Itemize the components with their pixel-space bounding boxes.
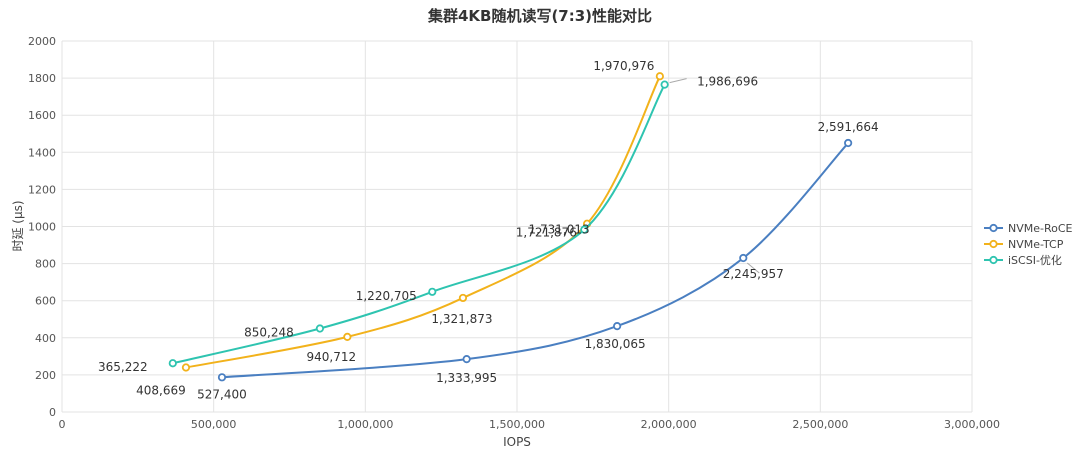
legend-marker	[989, 223, 998, 233]
y-tick-label: 1600	[28, 109, 56, 122]
x-tick-label: 3,000,000	[944, 418, 1000, 431]
grid: 0 200 400 600 800 1000 1200 1400 1600 1800 2000 0 50…	[28, 35, 1000, 431]
legend-marker	[989, 255, 998, 265]
y-tick-label: 0	[49, 406, 56, 419]
y-tick-label: 200	[35, 369, 56, 382]
y-tick-label: 600	[35, 295, 56, 308]
x-tick-label: 0	[59, 418, 66, 431]
data-label: 1,970,976	[593, 59, 654, 73]
data-label: 365,222	[98, 360, 148, 374]
chart-title: 集群4KB随机读写(7:3)性能对比	[427, 7, 652, 25]
data-point	[458, 293, 468, 303]
data-label: 1,721,876	[516, 226, 577, 240]
x-tick-label: 2,500,000	[792, 418, 848, 431]
data-label: 940,712	[307, 350, 357, 364]
y-tick-label: 1400	[28, 146, 56, 159]
y-tick-label: 2000	[28, 35, 56, 48]
data-label: 527,400	[197, 387, 247, 401]
legend: NVMe-RoCE NVMe-TCP iSCSI-优化	[984, 222, 1073, 267]
legend-label: iSCSI-优化	[1008, 253, 1062, 267]
data-label: 850,248	[244, 326, 294, 340]
y-tick-label: 1000	[28, 221, 56, 234]
x-axis-title: IOPS	[503, 435, 531, 449]
x-tick-label: 2,000,000	[641, 418, 697, 431]
label-leader-line	[746, 262, 760, 274]
data-point	[844, 138, 853, 148]
data-label: 1,830,065	[585, 337, 646, 351]
y-tick-label: 800	[35, 258, 56, 271]
data-point	[428, 287, 437, 296]
data-point	[660, 80, 669, 89]
data-point	[613, 322, 622, 331]
series-line	[172, 84, 666, 365]
data-label: 1,220,705	[356, 289, 417, 303]
data-label: 2,245,957	[723, 267, 784, 281]
label-leader-line	[669, 78, 687, 84]
y-axis-title: 时延 (μs)	[11, 200, 25, 251]
legend-marker	[989, 239, 998, 249]
data-point	[655, 72, 664, 81]
series-lines	[168, 72, 853, 382]
y-tick-label: 400	[35, 332, 56, 345]
data-labels: 527,400 1,333,995 1,830,065 2,245,957 2,591,…	[98, 59, 879, 401]
x-tick-label: 1,000,000	[337, 418, 393, 431]
series-line	[221, 142, 849, 379]
x-tick-label: 1,500,000	[489, 418, 545, 431]
data-point	[462, 355, 471, 364]
data-point	[739, 253, 748, 263]
legend-item: NVMe-TCP	[984, 238, 1064, 251]
data-point	[580, 225, 589, 234]
data-label: 2,591,664	[818, 120, 879, 134]
data-point	[315, 324, 325, 333]
y-tick-label: 1200	[28, 183, 56, 196]
y-tick-label: 1800	[28, 72, 56, 85]
legend-item: iSCSI-优化	[984, 253, 1062, 267]
data-label: 1,986,696	[697, 75, 758, 89]
data-point	[181, 363, 191, 372]
data-label: 1,731,013	[529, 223, 590, 237]
data-label: 408,669	[136, 383, 186, 397]
x-tick-label: 500,000	[191, 418, 237, 431]
data-point	[343, 332, 352, 341]
legend-item: NVMe-RoCE	[984, 222, 1073, 235]
data-point	[168, 359, 177, 368]
data-point	[217, 373, 227, 382]
data-label: 1,321,873	[431, 312, 492, 326]
data-label: 1,333,995	[436, 371, 497, 385]
legend-label: NVMe-RoCE	[1008, 222, 1073, 235]
legend-label: NVMe-TCP	[1008, 238, 1064, 251]
